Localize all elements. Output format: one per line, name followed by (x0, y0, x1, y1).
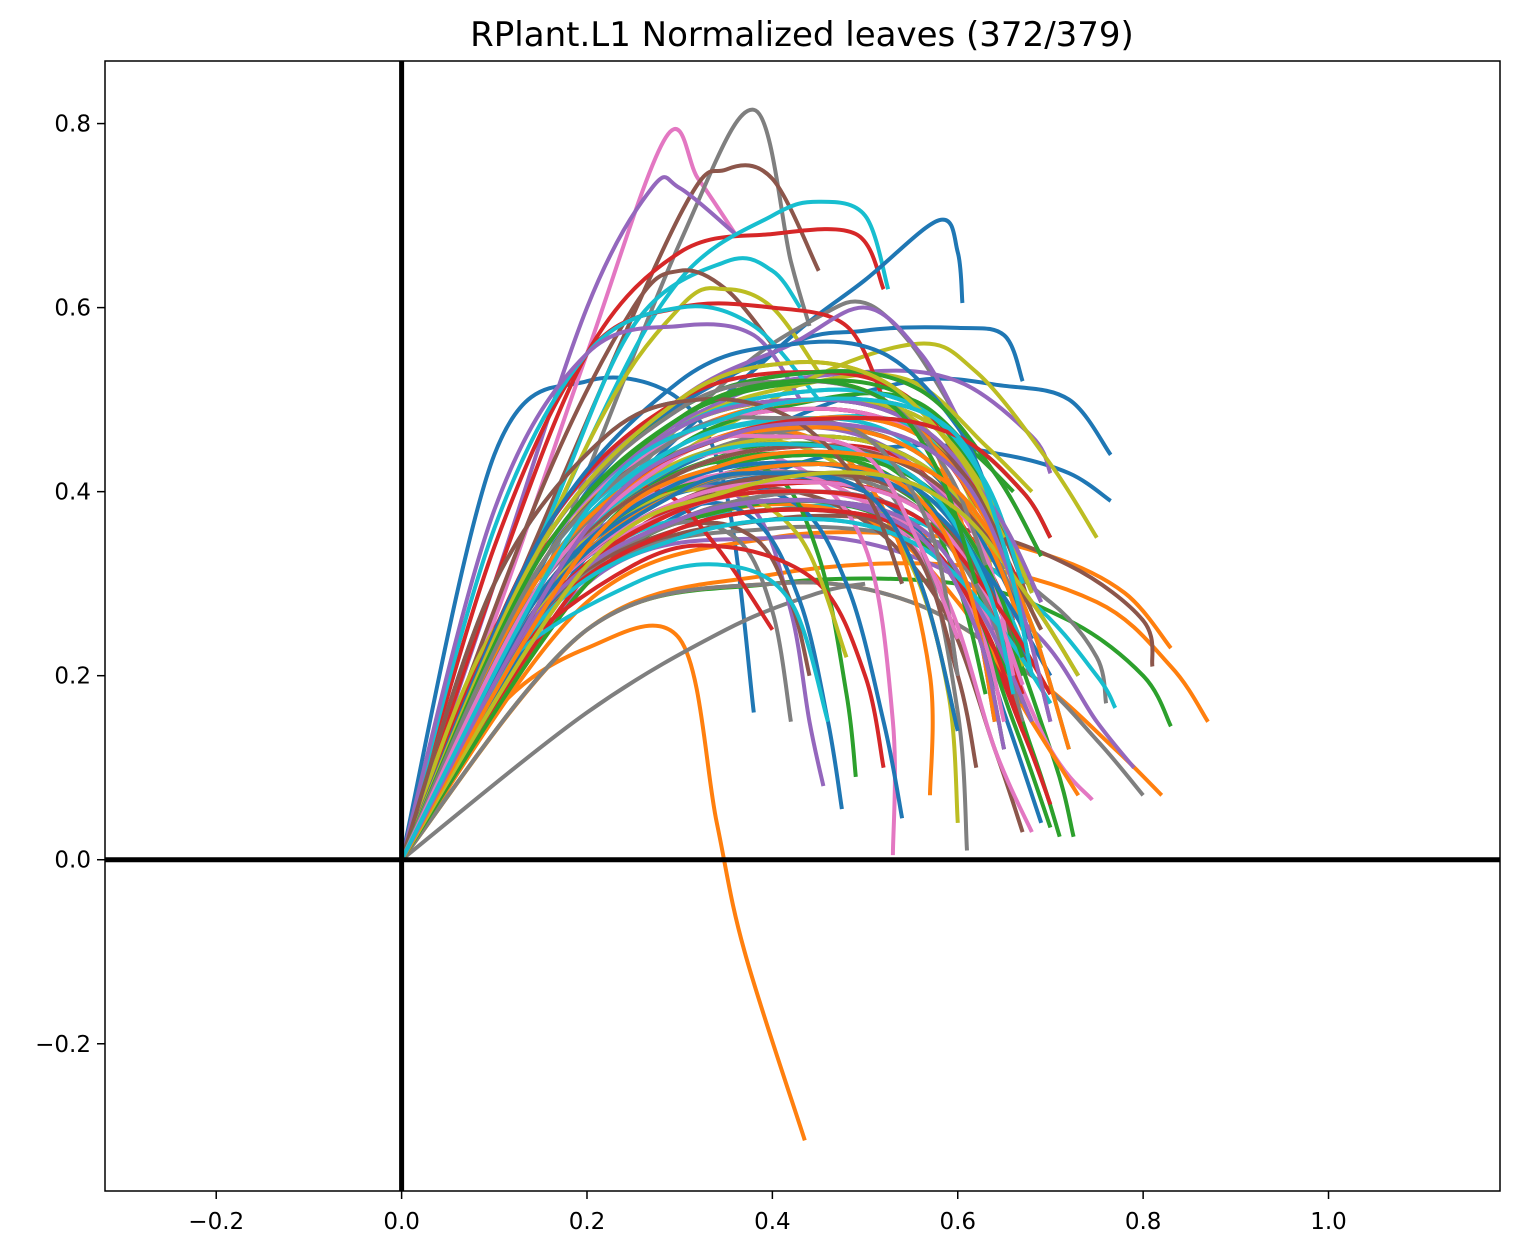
leaf-curve-138 (399, 360, 1006, 861)
series-layer (399, 107, 1210, 1142)
leaf-curve-148 (399, 470, 1080, 861)
y-tick-label: −0.2 (35, 1032, 91, 1058)
x-tick-label: 1.0 (1310, 1209, 1347, 1235)
x-tick-label: 0.6 (939, 1209, 976, 1235)
reference-lines (105, 61, 1500, 1191)
leaf-curve-63 (399, 487, 849, 861)
leaf-curve-3 (400, 581, 866, 862)
leaf-curve-51 (399, 322, 802, 861)
x-tick-label: 0.0 (383, 1209, 420, 1235)
chart-title: RPlant.L1 Normalized leaves (372/379) (470, 15, 1134, 55)
leaf-curve-8 (399, 227, 886, 861)
x-axis-ticks: −0.2 0.0 0.2 0.4 0.6 0.8 1.0 (188, 1191, 1347, 1235)
x-tick-label: 0.4 (754, 1209, 791, 1235)
y-tick-label: 0.6 (54, 296, 91, 322)
y-axis-ticks: −0.2 0.0 0.2 0.4 0.6 0.8 (35, 112, 105, 1058)
y-tick-label: 0.4 (54, 480, 91, 506)
leaf-curve-151 (399, 396, 1034, 861)
leaf-curve-149 (399, 449, 1071, 861)
y-tick-label: 0.2 (54, 664, 91, 690)
x-tick-label: 0.2 (569, 1209, 606, 1235)
y-tick-label: 0.0 (54, 848, 91, 874)
x-tick-label: −0.2 (188, 1209, 244, 1235)
x-tick-label: 0.8 (1125, 1209, 1162, 1235)
leaf-curve-145 (399, 471, 960, 861)
leaf-curve-143 (399, 378, 979, 861)
leaf-curve-144 (399, 415, 960, 861)
plot-frame (104, 60, 1501, 1192)
y-tick-label: 0.8 (54, 112, 91, 138)
